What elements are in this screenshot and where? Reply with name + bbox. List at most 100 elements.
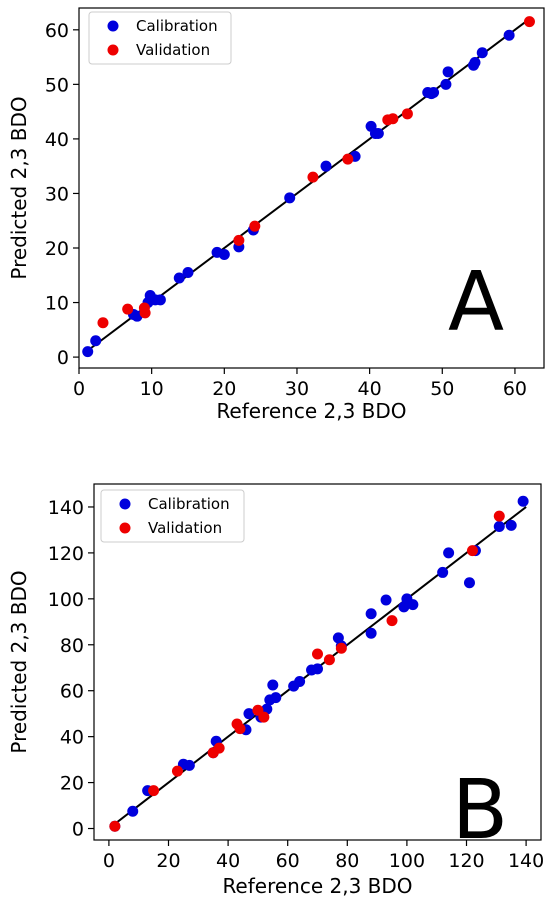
calibration-point: [503, 29, 515, 41]
calibration-point: [517, 495, 529, 507]
x-tick-label: 0: [73, 378, 85, 400]
legend-marker: [107, 44, 119, 56]
calibration-point: [182, 267, 194, 279]
calibration-point: [505, 519, 517, 531]
calibration-point: [243, 708, 255, 720]
y-axis-label: Predicted 2,3 BDO: [7, 570, 31, 753]
validation-point: [258, 711, 270, 723]
x-axis-label: Reference 2,3 BDO: [222, 874, 412, 898]
calibration-point: [469, 57, 481, 69]
x-tick-label: 40: [358, 378, 382, 400]
y-tick-label: 80: [60, 635, 84, 657]
validation-point: [387, 113, 399, 125]
calibration-point: [154, 294, 166, 306]
validation-point: [342, 153, 354, 165]
calibration-point: [312, 663, 323, 675]
series-validation: [97, 16, 535, 329]
validation-point: [386, 615, 398, 627]
calibration-point: [380, 594, 392, 606]
calibration-point: [437, 566, 449, 578]
panel-letter: B: [452, 763, 508, 858]
x-axis-label: Reference 2,3 BDO: [216, 399, 406, 423]
y-tick-label: 20: [45, 238, 69, 260]
calibration-point: [284, 192, 296, 204]
x-tick-label: 40: [216, 850, 240, 872]
x-tick-label: 80: [335, 850, 359, 872]
validation-point: [466, 545, 478, 557]
y-tick-label: 50: [45, 74, 69, 96]
x-tick-label: 30: [285, 378, 309, 400]
calibration-point: [267, 679, 279, 691]
legend-label: Validation: [148, 519, 222, 537]
legend: Calibration Validation: [100, 489, 245, 543]
calibration-point: [442, 66, 454, 78]
y-tick-label: 60: [45, 20, 69, 42]
validation-point: [523, 16, 535, 28]
validation-point: [139, 307, 151, 319]
validation-point: [307, 171, 319, 183]
validation-point: [97, 317, 109, 329]
validation-point: [234, 723, 246, 735]
legend-box: [88, 11, 232, 65]
calibration-point: [428, 87, 440, 99]
x-tick-label: 140: [508, 850, 544, 872]
calibration-point: [320, 160, 332, 172]
legend-label: Calibration: [136, 17, 218, 35]
calibration-point: [173, 272, 185, 284]
y-tick-label: 40: [45, 129, 69, 151]
panel-a-chart: 0 10 20 30 40 50 60 0 10 20 30 40 50 60 Reference 2,3 …: [7, 7, 545, 423]
validation-point: [148, 785, 160, 797]
x-tick-label: 120: [448, 850, 484, 872]
legend-label: Calibration: [148, 495, 230, 513]
y-tick-label: 140: [48, 497, 84, 519]
y-axis-label: Predicted 2,3 BDO: [7, 96, 31, 279]
validation-point: [401, 108, 413, 120]
x-tick-label: 10: [140, 378, 164, 400]
plot-frame: [93, 483, 542, 841]
validation-point: [493, 510, 505, 522]
calibration-point: [183, 759, 195, 771]
x-tick-label: 60: [276, 850, 300, 872]
calibration-point: [493, 520, 505, 532]
x-tick-label: 50: [430, 378, 454, 400]
calibration-point: [127, 805, 139, 817]
legend-marker: [119, 522, 131, 534]
validation-point: [323, 654, 335, 666]
validation-point: [249, 220, 261, 232]
validation-point: [335, 642, 347, 654]
validation-point: [312, 648, 323, 660]
legend-label: Validation: [136, 41, 210, 59]
calibration-point: [463, 577, 475, 589]
x-tick-label: 0: [103, 850, 115, 872]
validation-point: [109, 820, 121, 832]
validation-point: [122, 303, 134, 315]
calibration-point: [443, 547, 455, 559]
calibration-point: [82, 346, 94, 358]
panel-b-chart: 0 20 40 60 80 100 120 140 0 20 40 60 80 100 120 140 Refe…: [7, 483, 544, 898]
y-tick-label: 100: [48, 589, 84, 611]
y-tick-label: 10: [45, 293, 69, 315]
y-tick-label: 30: [45, 183, 69, 205]
y-tick-label: 40: [60, 727, 84, 749]
x-tick-label: 20: [212, 378, 236, 400]
calibration-point: [440, 78, 452, 90]
x-tick-label: 100: [389, 850, 425, 872]
calibration-point: [218, 249, 230, 261]
calibration-point: [476, 47, 488, 59]
y-tick-label: 60: [60, 681, 84, 703]
legend-box: [100, 489, 245, 543]
x-tick-label: 20: [156, 850, 180, 872]
series-validation: [109, 510, 505, 832]
calibration-point: [294, 676, 306, 688]
legend: Calibration Validation: [88, 11, 232, 65]
y-tick-label: 0: [72, 819, 84, 841]
calibration-point: [90, 335, 102, 347]
panel-letter: A: [448, 255, 504, 350]
y-tick-label: 0: [57, 347, 69, 369]
x-tick-label: 60: [503, 378, 527, 400]
calibration-point: [365, 627, 377, 639]
validation-point: [213, 742, 225, 754]
legend-marker: [119, 498, 131, 510]
y-tick-label: 120: [48, 543, 84, 565]
